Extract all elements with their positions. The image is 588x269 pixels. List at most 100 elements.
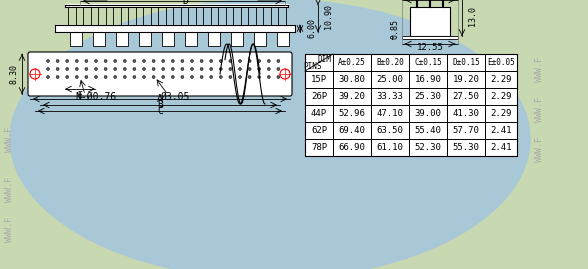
Bar [70,32,82,46]
Circle shape [133,68,136,70]
Circle shape [75,68,78,70]
Text: WWW.F: WWW.F [536,136,544,161]
Circle shape [239,76,242,79]
Circle shape [66,68,69,70]
Bar [93,32,105,46]
Circle shape [248,76,251,79]
Text: D: D [182,0,188,6]
Text: 26P: 26P [311,92,327,101]
Text: B: B [157,100,163,110]
Circle shape [66,59,69,62]
Text: 62P: 62P [311,126,327,135]
Circle shape [46,59,49,62]
Text: 6.00: 6.00 [308,19,316,38]
Circle shape [171,76,174,79]
Text: 52.96: 52.96 [339,109,365,118]
Circle shape [200,68,203,70]
Text: 63.50: 63.50 [376,126,403,135]
Circle shape [123,76,126,79]
Text: WWW.F: WWW.F [5,217,15,242]
Text: 27.50: 27.50 [453,92,479,101]
Text: 8.30: 8.30 [9,64,18,84]
Circle shape [239,59,242,62]
Text: 69.40: 69.40 [339,126,365,135]
Circle shape [95,76,98,79]
Circle shape [95,59,98,62]
Bar [55,25,295,32]
Circle shape [248,59,251,62]
Text: 2.41: 2.41 [490,126,512,135]
Circle shape [181,68,184,70]
Text: 78P: 78P [311,143,327,152]
Text: 52.30: 52.30 [415,143,442,152]
Bar [231,32,243,46]
Text: 19.20: 19.20 [453,75,479,84]
Text: 2.29: 2.29 [490,92,512,101]
Text: 16.90: 16.90 [415,75,442,84]
Circle shape [171,68,174,70]
Circle shape [56,68,59,70]
Circle shape [133,76,136,79]
Circle shape [191,76,193,79]
Circle shape [56,59,59,62]
Text: 41.30: 41.30 [453,109,479,118]
Circle shape [191,68,193,70]
Circle shape [123,59,126,62]
Text: PINS: PINS [303,62,321,71]
Circle shape [258,59,260,62]
Text: E±0.05: E±0.05 [487,58,515,67]
Text: B±0.20: B±0.20 [376,58,404,67]
Text: 61.10: 61.10 [376,143,403,152]
Circle shape [268,68,270,70]
Circle shape [46,68,49,70]
Text: 25.00: 25.00 [376,75,403,84]
Circle shape [191,59,193,62]
Bar [277,32,289,46]
Circle shape [85,68,88,70]
Circle shape [268,59,270,62]
Text: 10.90: 10.90 [323,4,332,29]
Ellipse shape [10,0,530,269]
Circle shape [277,76,280,79]
Circle shape [142,68,145,70]
Text: 0.85: 0.85 [390,19,399,39]
Circle shape [104,76,107,79]
Text: D±0.15: D±0.15 [452,58,480,67]
Circle shape [229,59,232,62]
Circle shape [123,68,126,70]
Text: 39.00: 39.00 [415,109,442,118]
Circle shape [85,76,88,79]
Text: WWW.F: WWW.F [536,97,544,122]
Circle shape [75,76,78,79]
Circle shape [181,59,184,62]
Circle shape [248,68,251,70]
Circle shape [152,68,155,70]
Circle shape [133,59,136,62]
Circle shape [85,59,88,62]
Circle shape [152,76,155,79]
Bar [410,7,450,36]
Text: 55.40: 55.40 [415,126,442,135]
Bar [65,4,288,7]
Text: 25.30: 25.30 [415,92,442,101]
Circle shape [46,76,49,79]
Text: E: E [78,90,82,100]
Bar [116,32,128,46]
Circle shape [229,76,232,79]
Circle shape [181,76,184,79]
Bar [139,32,151,46]
Text: C: C [157,106,163,116]
Bar [305,54,517,156]
Text: 44P: 44P [311,109,327,118]
Text: 10.70: 10.70 [416,0,443,1]
Circle shape [162,59,165,62]
Bar [208,32,220,46]
Text: A±0.25: A±0.25 [338,58,366,67]
Text: 39.20: 39.20 [339,92,365,101]
Text: WWW.F: WWW.F [5,176,15,201]
Circle shape [219,68,222,70]
Bar [254,32,266,46]
Circle shape [142,76,145,79]
Text: C±0.15: C±0.15 [414,58,442,67]
Bar [402,36,458,39]
